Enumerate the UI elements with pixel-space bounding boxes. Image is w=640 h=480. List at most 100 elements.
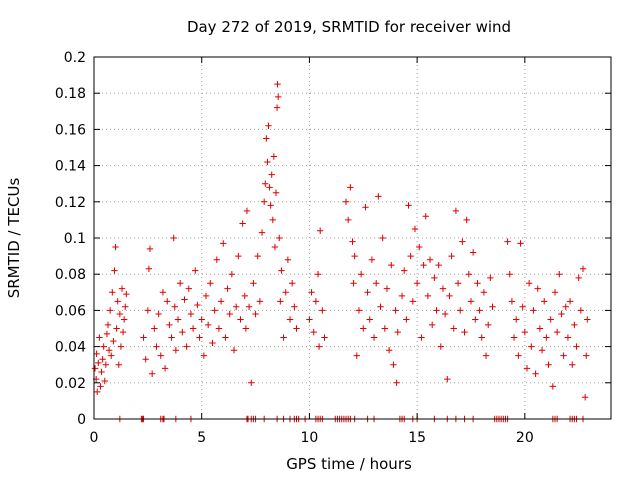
- data-point: [416, 243, 423, 251]
- data-point: [381, 325, 389, 332]
- data-point: [351, 252, 358, 260]
- data-point: [411, 225, 419, 233]
- data-point: [461, 328, 468, 336]
- data-point: [228, 271, 236, 278]
- data-point: [192, 267, 199, 274]
- data-point: [549, 383, 557, 390]
- data-point: [291, 303, 298, 310]
- data-point: [286, 316, 294, 323]
- data-point: [579, 265, 587, 272]
- data-point: [187, 310, 195, 318]
- data-point: [566, 298, 574, 305]
- data-point: [215, 325, 223, 332]
- data-point: [450, 325, 457, 332]
- data-point: [157, 352, 164, 359]
- data-point: [258, 229, 266, 236]
- x-tick-label: 20: [516, 430, 534, 446]
- data-point: [525, 280, 533, 287]
- data-point: [172, 347, 180, 354]
- data-point: [469, 249, 477, 256]
- data-point: [211, 307, 218, 314]
- data-point: [103, 330, 111, 338]
- data-point: [100, 343, 107, 350]
- data-point: [226, 310, 233, 318]
- data-point: [398, 292, 406, 300]
- data-point: [577, 307, 585, 314]
- data-point: [521, 328, 529, 336]
- data-point: [118, 285, 126, 292]
- data-point: [321, 334, 328, 341]
- data-point: [362, 204, 369, 211]
- data-point: [113, 325, 120, 332]
- data-point: [271, 243, 279, 251]
- data-point: [102, 361, 110, 368]
- data-point: [476, 307, 483, 314]
- data-point: [217, 298, 225, 305]
- data-point: [316, 227, 324, 234]
- data-point: [241, 292, 248, 300]
- grid: [94, 57, 611, 419]
- data-point: [266, 184, 273, 191]
- data-point: [528, 343, 535, 350]
- data-point: [120, 316, 128, 323]
- data-point: [431, 274, 438, 282]
- data-point: [99, 356, 106, 363]
- data-point: [562, 303, 569, 310]
- data-point: [267, 202, 274, 209]
- data-point: [390, 361, 397, 368]
- data-point: [274, 80, 281, 88]
- data-point: [583, 352, 590, 359]
- data-point: [487, 274, 494, 282]
- data-point: [342, 198, 350, 205]
- data-point: [209, 339, 216, 347]
- data-point: [506, 271, 513, 278]
- x-tick-label: 10: [301, 430, 319, 446]
- data-point: [95, 359, 102, 367]
- data-point: [282, 289, 289, 296]
- data-point: [170, 234, 177, 242]
- data-point: [153, 343, 160, 350]
- x-tick-label: 15: [408, 430, 426, 446]
- data-point: [569, 361, 576, 368]
- data-point: [179, 328, 186, 336]
- data-point: [541, 298, 548, 305]
- data-point: [248, 379, 255, 386]
- data-point: [536, 325, 544, 332]
- data-point: [480, 289, 488, 296]
- data-point: [110, 337, 117, 345]
- data-point: [344, 216, 352, 224]
- data-point: [439, 285, 447, 292]
- data-point: [437, 343, 445, 350]
- data-point: [454, 280, 462, 287]
- data-point: [254, 252, 261, 260]
- data-point: [146, 245, 154, 253]
- data-point: [547, 316, 554, 323]
- data-point: [148, 370, 156, 377]
- data-point: [510, 334, 518, 341]
- data-point: [581, 394, 589, 401]
- data-point: [418, 334, 425, 341]
- data-point: [252, 310, 259, 318]
- data-point: [392, 307, 399, 314]
- data-point: [151, 325, 158, 332]
- data-point: [185, 285, 192, 292]
- data-point: [273, 104, 281, 111]
- data-point: [243, 207, 251, 215]
- data-point: [444, 375, 451, 383]
- data-point: [204, 321, 212, 329]
- data-point: [144, 307, 152, 314]
- data-point: [164, 298, 171, 305]
- data-point: [232, 303, 240, 310]
- data-point: [426, 256, 434, 263]
- data-point: [123, 290, 130, 298]
- data-point: [270, 153, 278, 160]
- data-point: [293, 325, 300, 332]
- data-point: [519, 303, 526, 310]
- data-point: [94, 388, 101, 396]
- data-point: [176, 280, 184, 287]
- data-point: [357, 271, 365, 278]
- data-point: [116, 310, 124, 318]
- data-point: [551, 289, 559, 296]
- data-point: [181, 296, 188, 303]
